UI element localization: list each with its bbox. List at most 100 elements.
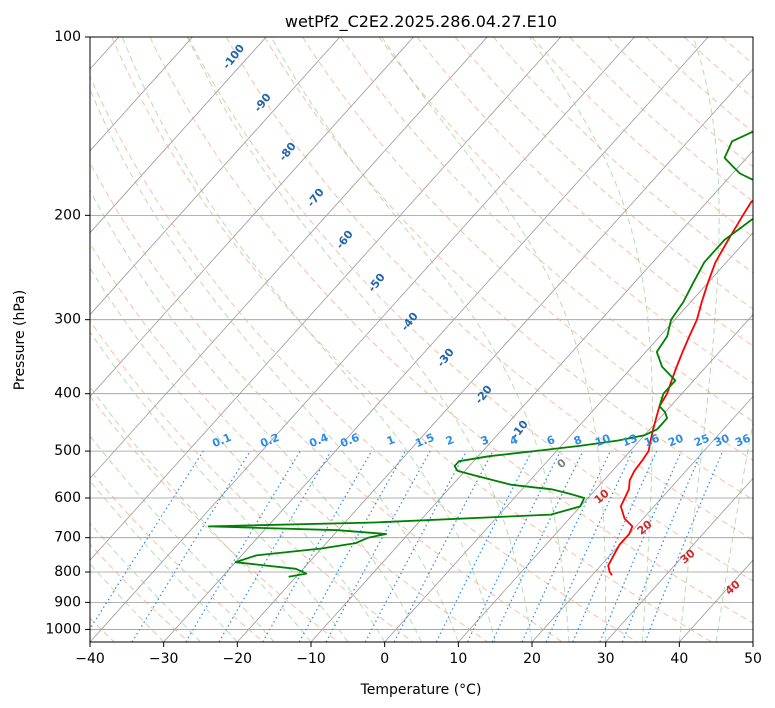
moist-adiabat-line [90, 88, 459, 642]
isotherm-line [458, 313, 753, 642]
moist-adiabat-line [528, 37, 653, 642]
dry-adiabat-line [302, 37, 753, 461]
mixing-ratio-line [262, 450, 373, 642]
mixing-ratio-label: 3 [479, 433, 491, 448]
mixing-ratio-line [90, 450, 204, 631]
moist-adiabat-line [381, 37, 607, 642]
x-axis: −40 −30 −20 −10 0 10 20 30 40 50 [75, 642, 762, 667]
mixing-ratio-line [325, 450, 431, 642]
mixing-ratio-line [644, 450, 724, 642]
mixing-ratio-label: 16 [642, 432, 661, 450]
mixing-ratio-line [131, 450, 251, 642]
plot-area: -100-90-80-70-60-50-40-30-20-10010203040… [90, 37, 753, 642]
moist-adiabat-line [90, 331, 349, 642]
moist-adiabat-line [121, 37, 496, 642]
adiabat-lines [90, 37, 753, 642]
y-tick-label: 200 [54, 207, 81, 223]
dry-adiabat-line [90, 242, 488, 642]
mixing-ratio-line [185, 450, 301, 642]
moist-adiabat-line [90, 435, 275, 642]
moist-adiabat-line [715, 419, 753, 642]
dry-adiabat-line [90, 320, 414, 642]
mixing-ratio-label: 8 [572, 433, 584, 448]
temperature-series-line [607, 199, 753, 576]
dry-adiabat-line [416, 37, 753, 347]
moist-adiabat-line [186, 37, 533, 642]
mixing-ratio-line [298, 450, 406, 642]
y-tick-label: 400 [54, 386, 81, 402]
isotherm-line [90, 37, 635, 642]
dry-adiabat-line [90, 161, 563, 642]
dry-adiabat-line [90, 395, 339, 642]
mixing-ratio-line [218, 450, 332, 642]
dry-adiabat-line [531, 37, 753, 238]
mixing-ratio-line [572, 450, 658, 642]
moist-adiabat-line [678, 37, 720, 642]
y-tick-label: 500 [54, 443, 81, 459]
x-tick-label: 50 [744, 651, 762, 667]
isotherm-line [90, 37, 488, 479]
isotherm-line [163, 37, 709, 642]
dewpoint-series-line [207, 130, 753, 578]
mixing-ratio-label: 2 [444, 433, 456, 448]
series-lines [207, 130, 753, 578]
dry-adiabat-line [90, 469, 264, 642]
x-tick-label: −30 [149, 651, 179, 667]
x-tick-label: 20 [523, 651, 541, 667]
x-tick-label: 30 [597, 651, 615, 667]
x-tick-label: −40 [75, 651, 105, 667]
isotherm-line [90, 37, 562, 561]
x-tick-label: −10 [296, 651, 326, 667]
mixing-ratio-line [621, 450, 703, 642]
plot-frame [89, 36, 754, 643]
mixing-ratio-label: 1 [385, 433, 397, 448]
mixing-ratio-label: 13 [620, 432, 639, 450]
dry-adiabat-line [378, 37, 753, 384]
mixing-ratio-line [466, 450, 561, 642]
moist-adiabat-line [90, 522, 201, 642]
dry-adiabat-line [149, 37, 753, 624]
moist-adiabat-line [90, 563, 165, 642]
isotherm-line [90, 37, 414, 398]
moist-adiabat-line [270, 37, 570, 642]
x-tick-label: 10 [449, 651, 467, 667]
isotherm-line [90, 37, 341, 316]
x-tick-label: 40 [670, 651, 688, 667]
moist-adiabat-line [90, 386, 312, 642]
y-tick-label: 700 [54, 530, 81, 546]
isotherm-line [90, 37, 267, 234]
dry-adiabat-line [340, 37, 753, 423]
isotherm-line [237, 68, 753, 642]
moist-adiabat-line [90, 480, 238, 642]
dry-adiabat-line [90, 75, 638, 642]
dry-adiabat-line [225, 37, 753, 541]
x-tick-label: −20 [223, 651, 253, 667]
isotherm-line [605, 477, 753, 642]
chart-title: wetPf2_C2E2.2025.286.04.27.E10 [285, 12, 557, 32]
y-axis-label: Pressure (hPa) [12, 290, 28, 390]
y-tick-label: 900 [54, 594, 81, 610]
mixing-ratio-label: 10 [593, 432, 612, 450]
x-tick-label: 0 [380, 651, 389, 667]
dry-adiabat-line [569, 37, 753, 203]
dry-adiabat-line [264, 37, 753, 501]
mixing-ratio-label: 36 [733, 432, 752, 450]
y-tick-label: 100 [54, 29, 81, 45]
moist-adiabat-line [90, 267, 386, 642]
isotherm-line [90, 37, 193, 152]
mixing-ratio-label: 20 [666, 432, 685, 450]
y-tick-label: 300 [54, 312, 81, 328]
dry-adiabat-line [111, 37, 712, 642]
dry-adiabat-line [187, 37, 753, 582]
mixing-ratio-label: 25 [692, 432, 711, 450]
y-tick-label: 800 [54, 564, 81, 580]
isotherm-line [384, 232, 753, 642]
mixing-ratio-line [521, 450, 611, 642]
mixing-ratio-line [545, 450, 634, 642]
y-axis: 100 200 300 400 500 600 700 800 900 1000 [45, 29, 90, 637]
mixing-ratio-label: 30 [712, 432, 731, 450]
x-axis-label: Temperature (°C) [360, 682, 482, 698]
y-tick-label: 1000 [45, 621, 81, 637]
y-tick-label: 600 [54, 490, 81, 506]
